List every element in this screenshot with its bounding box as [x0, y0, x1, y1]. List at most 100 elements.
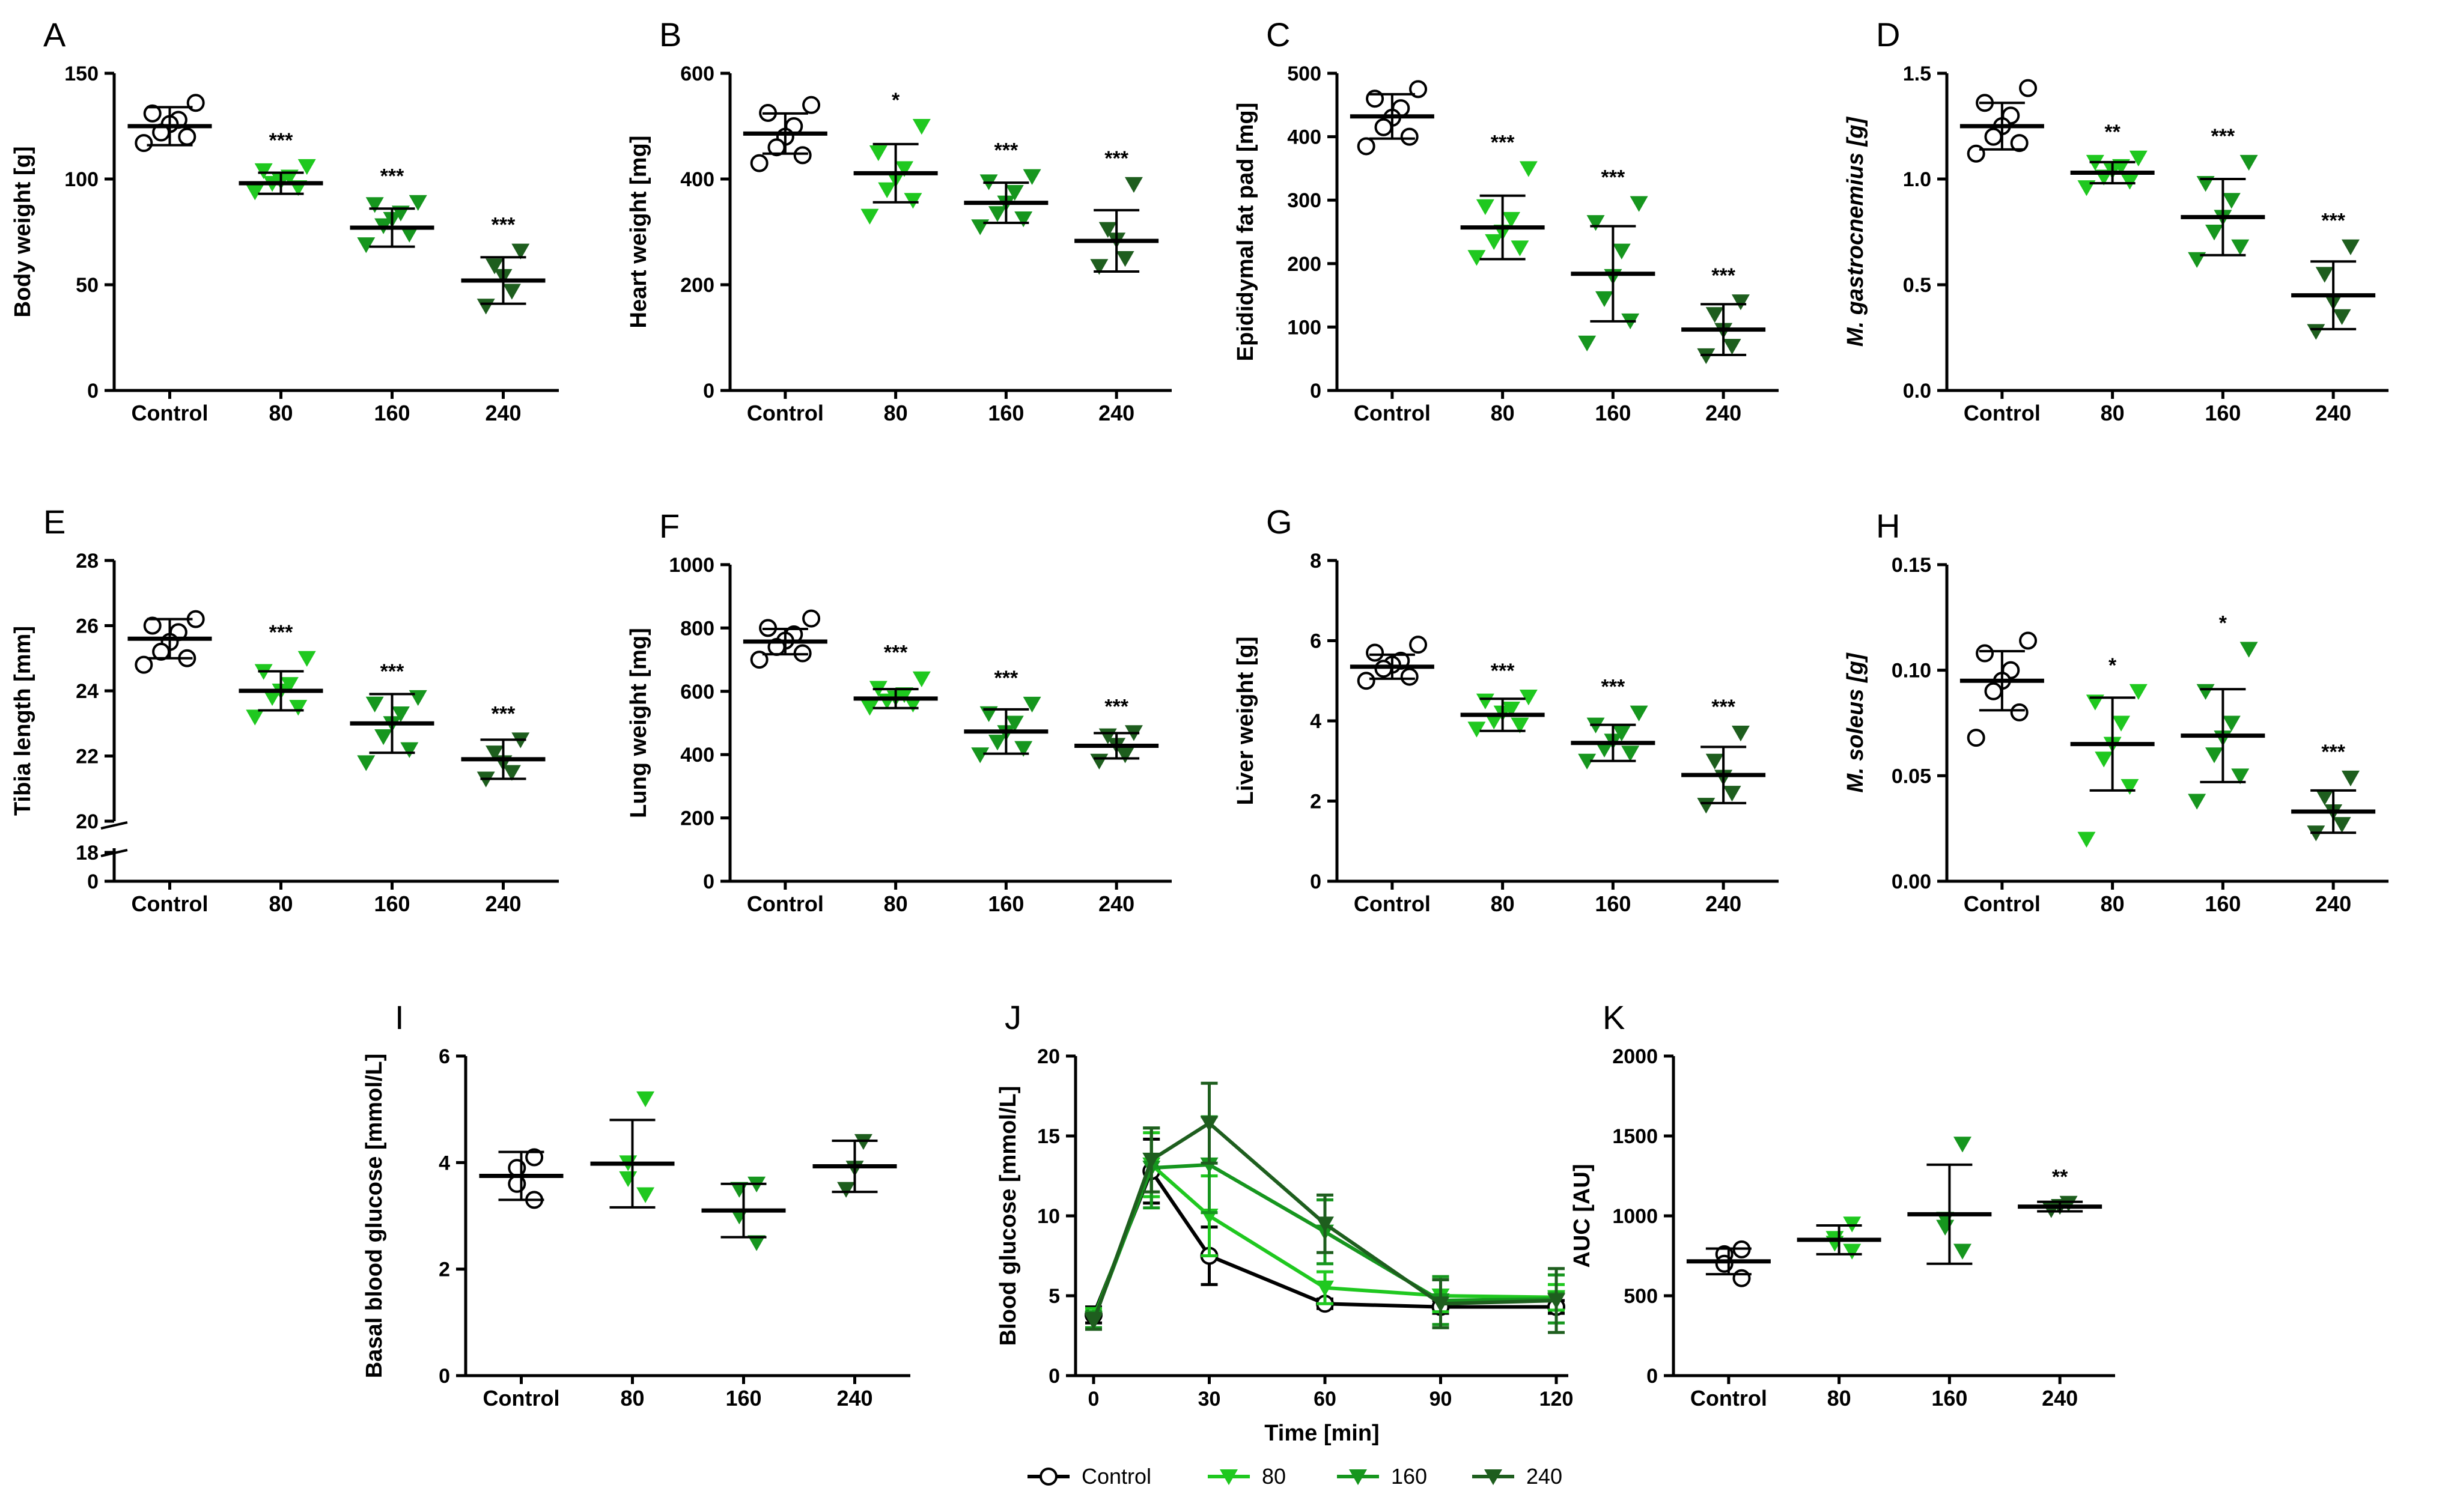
y-tick-label: 0: [87, 870, 99, 893]
data-point: [1612, 726, 1631, 742]
data-point: [2333, 309, 2351, 326]
y-tick-label: 0: [1310, 870, 1321, 893]
data-point: [1502, 211, 1521, 228]
data-point: [1697, 798, 1716, 814]
y-tick-label: 400: [1287, 126, 1321, 149]
data-point: [1090, 259, 1109, 275]
legend-marker: [1484, 1469, 1502, 1486]
y-tick-label: 28: [76, 550, 99, 572]
data-point: [2205, 225, 2223, 241]
data-point: [2188, 794, 2206, 810]
data-point: [374, 729, 393, 745]
y-tick-label: 600: [680, 681, 714, 703]
data-point: [2095, 751, 2113, 768]
significance-label: ***: [492, 214, 516, 237]
y-tick-label: 500: [1287, 62, 1321, 85]
data-point: [400, 742, 419, 758]
data-point: [1578, 335, 1597, 352]
data-point: [135, 134, 153, 153]
x-tick-label: Control: [132, 401, 209, 425]
data-point: [869, 145, 887, 162]
data-point: [502, 284, 521, 300]
data-point: [297, 651, 316, 667]
data-point: [1547, 1293, 1565, 1310]
significance-label: ***: [1711, 264, 1735, 287]
data-point: [1502, 701, 1521, 718]
significance-label: ***: [269, 129, 293, 152]
significance-label: *: [892, 89, 900, 112]
data-point: [1357, 672, 1375, 690]
significance-label: ***: [994, 139, 1018, 162]
data-point: [878, 182, 897, 198]
significance-label: ***: [1104, 147, 1128, 170]
data-point: [1723, 786, 1741, 802]
data-point: [1485, 234, 1503, 250]
y-tick-label: 10: [1037, 1205, 1060, 1228]
data-point: [254, 163, 273, 180]
data-point: [391, 706, 410, 723]
data-point: [1098, 222, 1117, 238]
x-tick-label: Control: [1354, 891, 1431, 916]
y-tick-label: 6: [1310, 630, 1321, 653]
y-tick-label: 0.5: [1903, 274, 1931, 297]
panel-label: J: [1005, 998, 1021, 1036]
data-point: [246, 709, 264, 726]
data-point: [1697, 348, 1716, 365]
x-tick-label: Control: [132, 891, 209, 916]
significance-label: *: [2108, 654, 2117, 677]
x-tick-label: 160: [988, 401, 1024, 425]
y-axis-label: Basal blood glucose [mmol/L]: [362, 1054, 387, 1379]
x-tick-label: 240: [1098, 891, 1134, 916]
data-point: [1014, 741, 1033, 757]
data-point: [860, 700, 879, 716]
x-tick-label: 160: [988, 891, 1024, 916]
data-point: [1731, 294, 1750, 311]
panel-label: C: [1266, 16, 1290, 53]
x-tick-label: Control: [747, 891, 824, 916]
data-point: [1976, 644, 1994, 663]
y-tick-label: 24: [76, 680, 99, 703]
y-tick-label: 1500: [1612, 1125, 1658, 1148]
panel-H: H 0.00 0.05 0.10 0.15 M. soleus [g] Control 80 *…: [1843, 507, 2388, 916]
data-point: [1723, 339, 1741, 355]
panel-J: J 0 5 10 15 20 0 30 60 90 120 Blood glucose [mmol/L…: [996, 998, 1573, 1489]
data-point: [1200, 1116, 1219, 1132]
data-point: [178, 127, 196, 146]
y-tick-label: 0: [1310, 380, 1321, 402]
y-tick-label: 0: [1049, 1365, 1060, 1388]
x-tick-label: 160: [1595, 401, 1631, 425]
x-tick-label: 80: [2101, 891, 2125, 916]
series-line-160: [1092, 1162, 1557, 1320]
data-point: [1967, 729, 1985, 747]
y-tick-label: 1000: [1612, 1205, 1658, 1228]
y-tick-label: 0.0: [1903, 380, 1931, 402]
data-point: [143, 104, 162, 123]
data-point: [486, 258, 504, 275]
data-point: [1366, 643, 1384, 662]
x-tick-label: 80: [884, 891, 908, 916]
data-point: [2333, 817, 2351, 833]
data-point: [1409, 636, 1428, 654]
data-point: [1357, 137, 1375, 156]
x-tick-label: 160: [374, 891, 410, 916]
x-tick-label: 240: [836, 1386, 872, 1410]
data-point: [365, 197, 384, 213]
y-tick-label: 0.15: [1892, 554, 1931, 577]
y-tick-label: 2: [439, 1258, 450, 1281]
x-tick-label: 160: [2205, 891, 2241, 916]
data-point: [2112, 715, 2131, 732]
data-point: [860, 208, 879, 225]
significance-label: ***: [1601, 166, 1625, 189]
legend-label: 160: [1391, 1464, 1427, 1489]
data-point: [186, 94, 205, 112]
data-point: [636, 1091, 655, 1108]
data-point: [525, 1148, 544, 1167]
axis-break-mark: [100, 821, 128, 830]
data-point: [365, 696, 384, 712]
data-point: [486, 745, 504, 762]
data-point: [2196, 684, 2215, 700]
x-tick-label: 240: [1098, 401, 1134, 425]
y-tick-label: 0.00: [1892, 870, 1931, 893]
y-tick-label: 20: [1037, 1045, 1060, 1068]
y-tick-label: 8: [1310, 550, 1321, 572]
